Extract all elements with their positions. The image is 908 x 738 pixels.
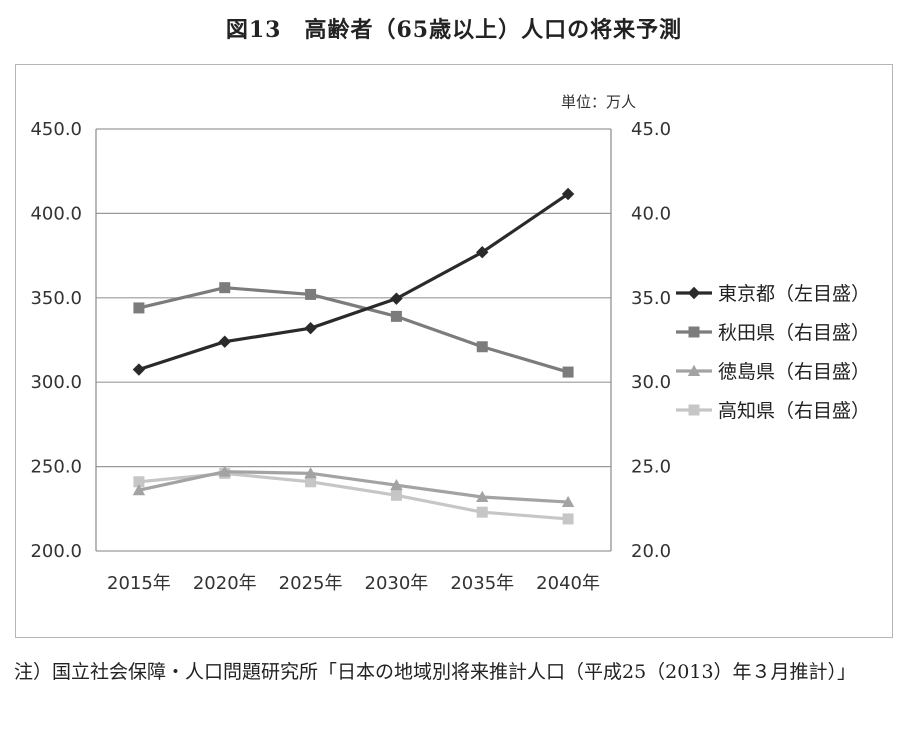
- unit-label: 単位：万人: [561, 93, 636, 111]
- data-point-triangle: [390, 478, 403, 491]
- axes: 450.0 400.0 350.0 300.0 250.0 200.0 45.0 40.0 35…: [30, 119, 671, 594]
- data-point-square: [562, 513, 574, 525]
- y-left-tick-label: 400.0: [30, 203, 82, 224]
- data-point-diamond: [687, 286, 701, 300]
- data-point-square: [133, 476, 145, 488]
- data-point-triangle: [476, 490, 489, 502]
- y-right-tick-label: 45.0: [631, 119, 671, 140]
- data-point-square: [688, 404, 700, 416]
- series: [132, 187, 575, 525]
- y-left-tick-label: 300.0: [30, 372, 82, 393]
- data-point-square: [390, 310, 402, 322]
- data-point-triangle: [304, 467, 317, 479]
- data-point-square: [133, 302, 145, 314]
- x-tick-label: 2040年: [536, 573, 600, 594]
- chart-frame: 450.0 400.0 350.0 300.0 250.0 200.0 45.0 40.0 35…: [15, 64, 893, 638]
- y-right-tick-label: 20.0: [631, 541, 671, 562]
- legend-item: 高知県（右目盛）: [676, 400, 870, 422]
- x-tick-label: 2025年: [279, 573, 343, 594]
- legend: 東京都（左目盛） 秋田県（右目盛） 徳島県（右目盛） 高知県（右目盛）: [676, 283, 870, 422]
- series-line: [138, 192, 569, 372]
- legend-label: 東京都（左目盛）: [718, 283, 870, 305]
- legend-item: 東京都（左目盛）: [676, 283, 870, 305]
- data-point-square: [562, 366, 574, 378]
- y-left-tick-label: 250.0: [30, 457, 82, 478]
- data-point-square: [476, 341, 488, 353]
- x-tick-label: 2030年: [365, 573, 429, 594]
- data-point-triangle: [561, 495, 575, 508]
- data-point-diamond: [132, 363, 146, 376]
- data-point-diamond: [304, 321, 317, 335]
- legend-label: 徳島県（右目盛）: [718, 361, 870, 383]
- legend-label: 高知県（右目盛）: [718, 400, 870, 422]
- legend-item: 徳島県（右目盛）: [676, 361, 870, 383]
- x-tick-label: 2015年: [107, 573, 171, 594]
- y-right-tick-label: 25.0: [631, 457, 671, 478]
- y-left-tick-label: 350.0: [30, 288, 82, 309]
- data-point-diamond: [218, 335, 231, 348]
- y-left-tick-label: 200.0: [30, 541, 82, 562]
- data-point-diamond: [390, 292, 403, 305]
- y-right-tick-label: 30.0: [631, 372, 671, 393]
- y-left-tick-label: 450.0: [30, 119, 82, 140]
- data-point-square: [305, 288, 317, 300]
- y-right-tick-label: 35.0: [631, 288, 671, 309]
- series-group: [132, 187, 575, 376]
- data-point-square: [476, 506, 488, 518]
- data-point-square: [688, 326, 700, 338]
- x-tick-label: 2020年: [193, 573, 257, 594]
- legend-item: 秋田県（右目盛）: [676, 322, 870, 344]
- series-group: [132, 465, 575, 508]
- series-group: [133, 282, 574, 378]
- data-point-diamond: [476, 246, 489, 259]
- data-point-square: [219, 282, 231, 294]
- data-point-triangle: [132, 484, 146, 496]
- series-line: [138, 470, 569, 504]
- data-point-triangle: [218, 465, 231, 477]
- data-point-square: [305, 476, 317, 488]
- figure-title: 図13 高齢者（65歳以上）人口の将来予測: [225, 17, 683, 43]
- x-tick-label: 2035年: [450, 573, 514, 594]
- source-note: 注）国立社会保障・人口問題研究所「日本の地域別将来推計人口（平成25（2013）…: [14, 661, 857, 683]
- data-point-diamond: [561, 187, 575, 201]
- data-point-triangle: [687, 364, 701, 376]
- series-line: [138, 286, 569, 374]
- data-point-square: [390, 489, 402, 501]
- legend-label: 秋田県（右目盛）: [718, 322, 870, 344]
- y-right-tick-label: 40.0: [631, 203, 671, 224]
- line-chart: 450.0 400.0 350.0 300.0 250.0 200.0 45.0 40.0 35…: [30, 93, 870, 594]
